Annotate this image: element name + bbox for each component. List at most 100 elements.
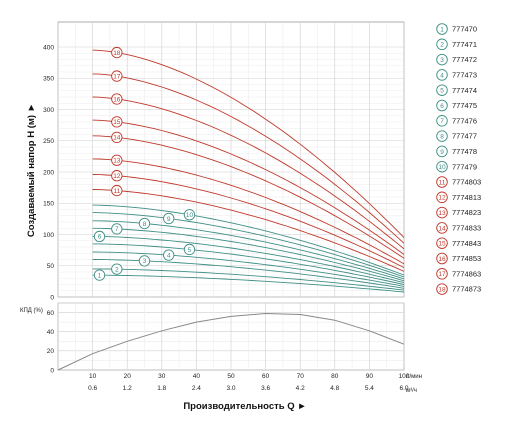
legend-marker-circle — [436, 145, 448, 158]
head-curve-17 — [92, 73, 405, 244]
x-tick-label-m3h: 3.6 — [261, 385, 270, 392]
head-y-tick-label: 250 — [43, 138, 54, 145]
curve-marker-16: 16 — [111, 93, 123, 105]
curve-marker-10: 10 — [183, 209, 196, 221]
x-tick-label-m3h: 4.8 — [330, 385, 339, 392]
curve-marker-label: 18 — [113, 50, 121, 57]
curve-marker-9: 9 — [163, 212, 175, 225]
curve-marker-label: 17 — [113, 73, 121, 80]
x-tick-label-lpm: 30 — [158, 373, 166, 380]
head-y-axis-label: Создаваемый напор H (м) ► — [26, 103, 37, 237]
head-y-tick-label: 350 — [43, 76, 54, 83]
curve-marker-label: 2 — [115, 266, 119, 273]
curve-marker-circle — [111, 93, 123, 105]
efficiency-y-axis-label: КПД (%) — [20, 308, 43, 314]
legend-item-11: 11 7774803 — [436, 176, 481, 188]
legend-marker-circle — [436, 23, 448, 35]
curve-marker-circle — [138, 255, 151, 267]
curve-marker-circle — [111, 184, 123, 197]
curve-marker-6: 6 — [93, 230, 106, 243]
legend-item-2: 2 777471 — [436, 38, 477, 51]
x-tick-label-lpm: 50 — [227, 373, 235, 380]
head-curve-11 — [92, 189, 405, 272]
legend-marker-number: 16 — [438, 256, 446, 263]
efficiency-y-tick-label: 40 — [47, 329, 55, 336]
head-y-tick-label: 100 — [43, 232, 54, 239]
curve-marker-13: 13 — [111, 154, 123, 166]
curve-marker-circle — [163, 212, 175, 225]
legend-marker-circle — [436, 252, 448, 265]
legend-item-17: 17 7774863 — [436, 268, 481, 280]
curve-marker-label: 16 — [113, 96, 121, 103]
legend-marker-number: 9 — [440, 149, 444, 156]
head-curve-2 — [92, 268, 405, 291]
x-axis-unit-m3h: м³/ч — [406, 388, 417, 394]
legend-marker-circle — [436, 115, 448, 127]
curve-marker-label: 13 — [113, 158, 121, 165]
curve-marker-circle — [111, 116, 123, 128]
head-y-tick-label: 0 — [50, 294, 54, 301]
head-y-tick-label: 300 — [43, 107, 54, 114]
head-curve-5 — [92, 243, 405, 285]
legend-marker-circle — [436, 160, 448, 173]
legend-item-10: 10 777479 — [436, 160, 477, 173]
legend-marker-circle — [436, 237, 448, 249]
head-curve-10 — [92, 204, 405, 276]
curve-marker-circle — [111, 223, 123, 235]
legend-item-14: 14 7774833 — [436, 222, 481, 234]
legend-marker-circle — [436, 222, 448, 234]
x-tick-label-lpm: 70 — [297, 373, 305, 380]
legend-marker-circle — [436, 84, 448, 96]
legend-marker-circle — [436, 99, 448, 112]
curve-marker-label: 6 — [98, 234, 102, 241]
head-curve-13 — [92, 158, 405, 265]
x-tick-label-lpm: 60 — [262, 373, 270, 380]
curve-marker-2: 2 — [111, 263, 123, 275]
legend-label: 777479 — [452, 162, 477, 171]
x-tick-label-m3h: 5.4 — [365, 385, 374, 392]
legend-marker-number: 14 — [438, 225, 446, 232]
legend-label: 777474 — [452, 86, 477, 95]
curve-marker-circle — [163, 249, 175, 261]
x-tick-label-lpm: 100 — [399, 373, 410, 380]
legend-item-5: 5 777474 — [436, 84, 477, 96]
legend-label: 7774833 — [452, 224, 481, 233]
legend-item-12: 12 7774813 — [436, 191, 481, 204]
legend-item-3: 3 777472 — [436, 53, 477, 66]
x-tick-label-m3h: 1.2 — [123, 385, 132, 392]
curve-marker-label: 10 — [186, 212, 194, 219]
head-curve-4 — [92, 251, 405, 287]
legend-label: 777478 — [452, 147, 477, 156]
legend-marker-number: 3 — [440, 57, 444, 64]
x-tick-label-m3h: 3.0 — [226, 385, 235, 392]
x-tick-label-m3h: 6.0 — [399, 385, 408, 392]
curve-marker-circle — [111, 170, 123, 182]
curve-marker-label: 14 — [113, 135, 121, 142]
x-axis-unit-lpm: л/мин — [406, 374, 422, 380]
legend-marker-number: 12 — [438, 195, 446, 202]
legend-item-18: 18 7774873 — [436, 283, 481, 295]
legend-marker-number: 6 — [440, 103, 444, 110]
legend-marker-circle — [436, 176, 448, 188]
x-tick-label-lpm: 20 — [124, 373, 132, 380]
legend-label: 777476 — [452, 116, 477, 125]
head-curve-7 — [92, 227, 405, 282]
head-axis-group: 0 50 100 150 200 250 300 350 400 — [43, 44, 54, 301]
legend-item-15: 15 7774843 — [436, 237, 481, 249]
efficiency-y-tick-label: 20 — [47, 348, 55, 355]
curve-marker-label: 5 — [188, 247, 192, 254]
legend-item-13: 13 7774823 — [436, 206, 481, 219]
curve-marker-4: 4 — [163, 249, 175, 261]
head-y-tick-label: 400 — [43, 44, 54, 51]
curve-marker-label: 8 — [143, 221, 147, 228]
legend-marker-circle — [436, 53, 448, 66]
curve-marker-11: 11 — [111, 184, 123, 197]
curve-marker-circle — [111, 46, 123, 59]
curve-marker-label: 7 — [115, 226, 119, 233]
efficiency-series-group — [57, 312, 405, 371]
legend-marker-number: 13 — [438, 210, 446, 217]
legend-marker-number: 15 — [438, 241, 446, 248]
legend-label: 7774843 — [452, 239, 481, 248]
